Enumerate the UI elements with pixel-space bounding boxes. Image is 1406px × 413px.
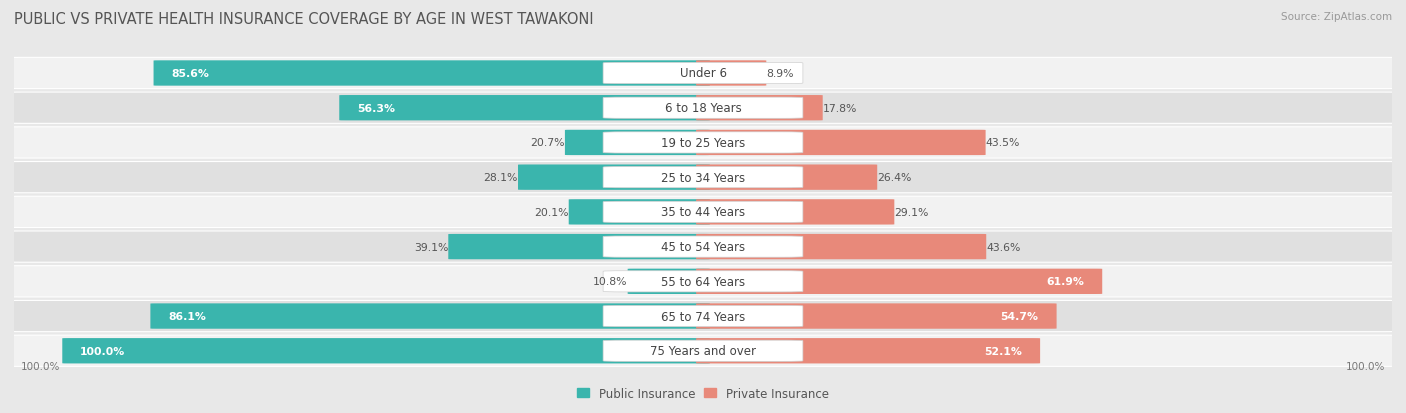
FancyBboxPatch shape xyxy=(603,236,803,258)
Text: 45 to 54 Years: 45 to 54 Years xyxy=(661,240,745,254)
FancyBboxPatch shape xyxy=(62,338,710,363)
Text: 52.1%: 52.1% xyxy=(984,346,1022,356)
Text: 61.9%: 61.9% xyxy=(1046,277,1084,287)
FancyBboxPatch shape xyxy=(603,133,803,154)
Text: 65 to 74 Years: 65 to 74 Years xyxy=(661,310,745,323)
FancyBboxPatch shape xyxy=(603,271,803,292)
FancyBboxPatch shape xyxy=(7,197,1399,228)
FancyBboxPatch shape xyxy=(153,61,710,86)
FancyBboxPatch shape xyxy=(696,96,823,121)
FancyBboxPatch shape xyxy=(603,98,803,119)
FancyBboxPatch shape xyxy=(696,304,1056,329)
Text: PUBLIC VS PRIVATE HEALTH INSURANCE COVERAGE BY AGE IN WEST TAWAKONI: PUBLIC VS PRIVATE HEALTH INSURANCE COVER… xyxy=(14,12,593,27)
Text: 19 to 25 Years: 19 to 25 Years xyxy=(661,137,745,150)
Text: 10.8%: 10.8% xyxy=(593,277,627,287)
FancyBboxPatch shape xyxy=(7,162,1399,193)
Text: 28.1%: 28.1% xyxy=(484,173,517,183)
FancyBboxPatch shape xyxy=(7,128,1399,159)
Text: 85.6%: 85.6% xyxy=(172,69,209,79)
FancyBboxPatch shape xyxy=(7,93,1399,124)
FancyBboxPatch shape xyxy=(696,234,986,260)
Text: Source: ZipAtlas.com: Source: ZipAtlas.com xyxy=(1281,12,1392,22)
FancyBboxPatch shape xyxy=(449,234,710,260)
Text: 43.6%: 43.6% xyxy=(986,242,1021,252)
FancyBboxPatch shape xyxy=(7,231,1399,263)
Text: 100.0%: 100.0% xyxy=(21,361,60,371)
FancyBboxPatch shape xyxy=(603,202,803,223)
Text: 75 Years and over: 75 Years and over xyxy=(650,344,756,357)
Text: 35 to 44 Years: 35 to 44 Years xyxy=(661,206,745,219)
FancyBboxPatch shape xyxy=(7,58,1399,89)
Text: 29.1%: 29.1% xyxy=(894,207,929,217)
FancyBboxPatch shape xyxy=(7,335,1399,366)
FancyBboxPatch shape xyxy=(565,131,710,156)
FancyBboxPatch shape xyxy=(696,131,986,156)
FancyBboxPatch shape xyxy=(339,96,710,121)
Text: 20.1%: 20.1% xyxy=(534,207,568,217)
FancyBboxPatch shape xyxy=(150,304,710,329)
Text: 56.3%: 56.3% xyxy=(357,104,395,114)
Text: 86.1%: 86.1% xyxy=(169,311,207,321)
FancyBboxPatch shape xyxy=(7,266,1399,297)
Text: 100.0%: 100.0% xyxy=(80,346,125,356)
FancyBboxPatch shape xyxy=(627,269,710,294)
FancyBboxPatch shape xyxy=(696,269,1102,294)
FancyBboxPatch shape xyxy=(603,340,803,361)
Text: 100.0%: 100.0% xyxy=(1346,361,1385,371)
FancyBboxPatch shape xyxy=(603,306,803,327)
Legend: Public Insurance, Private Insurance: Public Insurance, Private Insurance xyxy=(572,382,834,404)
FancyBboxPatch shape xyxy=(603,63,803,84)
FancyBboxPatch shape xyxy=(696,338,1040,363)
Text: 20.7%: 20.7% xyxy=(530,138,565,148)
FancyBboxPatch shape xyxy=(568,200,710,225)
Text: 8.9%: 8.9% xyxy=(766,69,794,79)
FancyBboxPatch shape xyxy=(696,165,877,190)
FancyBboxPatch shape xyxy=(517,165,710,190)
FancyBboxPatch shape xyxy=(696,200,894,225)
Text: 26.4%: 26.4% xyxy=(877,173,911,183)
Text: 39.1%: 39.1% xyxy=(413,242,449,252)
Text: Under 6: Under 6 xyxy=(679,67,727,80)
Text: 25 to 34 Years: 25 to 34 Years xyxy=(661,171,745,184)
Text: 17.8%: 17.8% xyxy=(823,104,858,114)
FancyBboxPatch shape xyxy=(7,301,1399,332)
Text: 54.7%: 54.7% xyxy=(1001,311,1039,321)
Text: 6 to 18 Years: 6 to 18 Years xyxy=(665,102,741,115)
FancyBboxPatch shape xyxy=(603,167,803,188)
FancyBboxPatch shape xyxy=(696,61,766,86)
Text: 55 to 64 Years: 55 to 64 Years xyxy=(661,275,745,288)
Text: 43.5%: 43.5% xyxy=(986,138,1019,148)
